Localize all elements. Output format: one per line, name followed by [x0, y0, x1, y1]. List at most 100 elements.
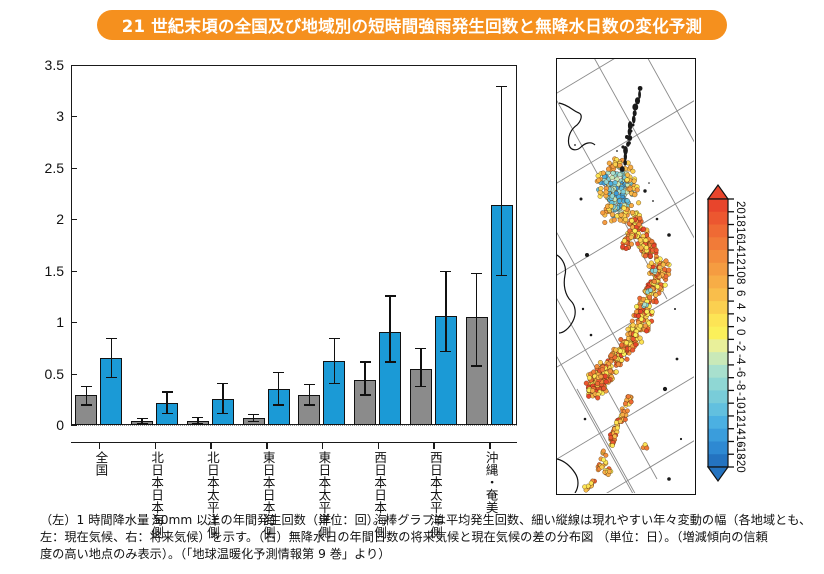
map-island-speck: [631, 115, 636, 124]
error-bar-cap-lower: [105, 376, 117, 379]
colorbar-band: [708, 326, 728, 340]
map-data-point: [608, 203, 614, 209]
y-axis-tick-label: 3.5: [44, 57, 64, 73]
map-data-point: [612, 433, 618, 439]
map-data-point: [617, 198, 622, 204]
map-data-point: [602, 220, 608, 225]
map-data-point: [630, 347, 636, 353]
map-data-point: [601, 457, 606, 463]
colorbar-tick-label: -8: [734, 379, 746, 390]
map-data-point: [595, 395, 601, 401]
error-bar-cap-upper: [136, 417, 148, 420]
colorbar: 20 18 16 14 12 10 8 6 4 2 0 -2 -4 -6 -8 -10 -12 -14 -16 -18…: [706, 183, 816, 483]
map-island-speck: [616, 150, 618, 152]
error-bar-line: [475, 272, 478, 366]
colorbar-band: [708, 224, 728, 238]
y-axis-tick-mark: [71, 373, 77, 375]
y-axis-tick-label: 2: [56, 211, 64, 228]
map-data-point: [597, 360, 603, 365]
error-bar-line: [500, 85, 503, 275]
map-data-point: [628, 399, 634, 405]
error-bar-cap-upper: [161, 391, 173, 393]
y-axis-tick-label: 0: [56, 417, 64, 433]
map-island-speck: [674, 308, 676, 310]
map-data-point: [636, 313, 641, 319]
x-axis-line: [71, 442, 517, 443]
error-bar-line: [141, 417, 143, 423]
caption-line-1: （左）1 時間降水量 50mm 以上の年間発生回数（単位：回）。棒グラフは平均発…: [40, 513, 812, 527]
x-axis-tick-mark: [321, 442, 324, 449]
map-data-point: [610, 443, 615, 448]
map-data-point: [612, 180, 618, 186]
error-bar-line: [110, 337, 113, 377]
map-data-point: [587, 375, 592, 381]
map-data-point: [663, 258, 669, 264]
x-axis-category-label: 西日本日本海側: [372, 451, 388, 539]
x-axis-tick-mark: [154, 442, 157, 449]
zero-baseline: [71, 425, 517, 426]
map-data-point: [609, 193, 615, 199]
map-data-point: [662, 282, 668, 288]
colorbar-bottom-arrow: [706, 466, 730, 483]
y-axis-tick-mark: [71, 167, 77, 169]
map-data-point: [628, 234, 634, 240]
map-data-point: [624, 177, 630, 183]
map-data-point: [644, 309, 650, 315]
map-data-point: [666, 267, 672, 273]
map-data-point: [603, 189, 609, 195]
map-data-point: [633, 332, 638, 338]
error-bar-cap-upper: [105, 337, 117, 340]
colorbar-band: [708, 262, 728, 276]
y-axis-tick-label: 0.5: [44, 365, 64, 382]
colorbar-band: [708, 313, 728, 328]
x-axis-tick-mark: [433, 442, 435, 449]
colorbar-band: [708, 352, 728, 366]
error-bar-cap-lower: [303, 404, 315, 406]
map-data-point: [653, 247, 659, 253]
map-data-point: [638, 316, 644, 322]
colorbar-band: [708, 377, 728, 391]
map-data-point: [619, 342, 625, 348]
x-axis-tick-mark: [210, 442, 212, 449]
map-data-point: [608, 181, 614, 187]
y-axis-tick-mark: [71, 425, 77, 426]
y-axis-tick-mark: [71, 116, 77, 118]
map-island-speck: [637, 85, 643, 91]
error-bar-cap-upper: [217, 382, 229, 385]
map-data-point: [623, 417, 628, 422]
error-bar-cap-lower: [440, 350, 452, 353]
map-data-point: [595, 173, 601, 179]
map-data-point: [636, 200, 642, 206]
colorbar-top-arrow: [706, 183, 730, 200]
map-data-point: [636, 221, 642, 227]
map-island-speck: [655, 217, 659, 221]
map-island-speck: [632, 110, 637, 117]
map-data-point: [628, 203, 634, 208]
map-data-point: [594, 364, 600, 369]
map-data-point: [643, 245, 649, 251]
colorbar-band: [708, 301, 728, 315]
map-data-point: [628, 164, 634, 170]
map-data-point: [602, 373, 608, 379]
map-data-point: [614, 420, 619, 425]
error-bar-cap-upper: [273, 371, 285, 373]
x-axis-category-label: 北日本太平洋側: [204, 451, 220, 539]
map-data-point: [621, 205, 627, 211]
error-bar-cap-upper: [359, 361, 371, 363]
x-axis-tick-mark: [377, 442, 380, 449]
x-axis-category-label: 北日本日本海側: [149, 451, 165, 539]
error-bar-line: [222, 382, 224, 413]
map-data-point: [624, 340, 629, 346]
map-data-point: [608, 352, 614, 358]
colorbar-band: [708, 415, 728, 430]
colorbar-band: [708, 403, 728, 417]
colorbar-tick-label: 6: [734, 290, 746, 297]
map-data-point: [642, 323, 648, 329]
map-data-point: [662, 267, 668, 272]
map-data-point: [655, 284, 660, 290]
error-bar-cap-lower: [415, 385, 427, 388]
map-data-point: [638, 245, 644, 251]
map-island-speck: [679, 437, 683, 441]
map-island-speck: [626, 135, 633, 141]
japan-map-svg: [557, 59, 694, 493]
